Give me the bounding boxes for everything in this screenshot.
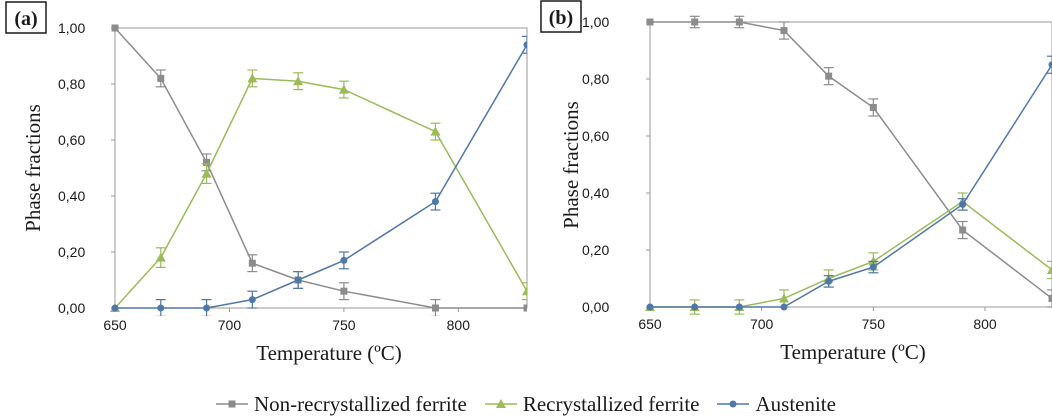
- data-point: [959, 201, 966, 208]
- legend-item-non-recrystallized: Non-recrystallized ferrite: [216, 392, 467, 417]
- series-line: [115, 28, 527, 308]
- legend-label: Recrystallized ferrite: [523, 392, 700, 417]
- y-tick-label: 1,00: [582, 14, 609, 30]
- y-tick-label: 0,80: [582, 71, 609, 87]
- data-point: [825, 73, 832, 80]
- series-non_recrystallized: [647, 16, 1052, 307]
- y-tick-label: 0,00: [58, 300, 85, 316]
- triangle-marker-icon: [485, 397, 517, 411]
- panel-b: 0,00 0,20 0,40 0,60 0,80 1,00 650 700 750 800 Temp…: [541, 1, 1052, 364]
- data-point: [959, 227, 966, 234]
- panel-label: (b): [549, 7, 573, 29]
- data-point: [249, 260, 256, 267]
- data-point: [870, 104, 877, 111]
- data-point: [736, 19, 743, 26]
- circle-marker-icon: [717, 397, 749, 411]
- data-point: [736, 304, 743, 311]
- x-tick-label: 700: [750, 316, 774, 332]
- data-point: [870, 264, 877, 271]
- data-point: [524, 305, 531, 312]
- plot-frame: [650, 22, 1052, 307]
- panel-a: 0,00 0,20 0,40 0,60 0,80 1,00 650 700 750 800 Temp…: [6, 2, 532, 365]
- x-tick-label: 650: [103, 317, 127, 333]
- y-tick-label: 0,40: [582, 185, 609, 201]
- data-point: [157, 305, 164, 312]
- x-tick-label: 700: [218, 317, 242, 333]
- series-recrystallized: [645, 193, 1052, 314]
- data-point: [825, 278, 832, 285]
- data-point: [340, 257, 347, 264]
- y-tick-label: 0,20: [582, 242, 609, 258]
- data-point: [1049, 61, 1052, 68]
- data-point: [781, 304, 788, 311]
- data-point: [432, 305, 439, 312]
- data-point: [691, 304, 698, 311]
- x-tick-label: 650: [638, 316, 662, 332]
- data-point: [203, 305, 210, 312]
- y-tick-label: 0,20: [58, 244, 85, 260]
- data-point: [295, 277, 302, 284]
- data-point: [691, 19, 698, 26]
- data-point: [157, 75, 164, 82]
- x-tick-label: 800: [973, 316, 997, 332]
- data-point: [1049, 295, 1052, 302]
- figure-canvas: 0,00 0,20 0,40 0,60 0,80 1,00 650 700 750 800 Temp…: [0, 0, 1052, 390]
- series-line: [115, 45, 527, 308]
- data-point: [430, 127, 440, 136]
- y-tick-label: 0,60: [58, 132, 85, 148]
- plot-frame: [115, 28, 527, 308]
- panel-label: (a): [14, 8, 37, 30]
- y-tick-label: 0,40: [58, 188, 85, 204]
- data-point: [647, 304, 654, 311]
- data-point: [340, 288, 347, 295]
- square-marker-icon: [216, 397, 248, 411]
- data-point: [432, 198, 439, 205]
- x-axis-title: Temperature (ºC): [256, 341, 402, 365]
- y-tick-label: 1,00: [58, 20, 85, 36]
- x-tick-label: 800: [447, 317, 471, 333]
- series-recrystallized: [110, 70, 532, 312]
- data-point: [249, 296, 256, 303]
- plot-area: [645, 16, 1052, 314]
- y-tick-label: 0,80: [58, 76, 85, 92]
- y-tick-label: 0,00: [582, 299, 609, 315]
- series-austenite: [112, 36, 533, 316]
- legend-label: Austenite: [755, 392, 835, 417]
- legend-item-recrystallized: Recrystallized ferrite: [485, 392, 700, 417]
- data-point: [779, 293, 789, 302]
- data-point: [524, 41, 531, 48]
- series-austenite: [647, 56, 1052, 310]
- data-point: [156, 253, 166, 262]
- plot-area: [110, 25, 532, 317]
- legend: Non-recrystallized ferrite Recrystallize…: [0, 390, 1052, 418]
- series-line: [115, 78, 527, 308]
- y-axis-title: Phase fractions: [559, 101, 583, 229]
- y-tick-label: 0,60: [582, 128, 609, 144]
- y-axis-title: Phase fractions: [21, 104, 45, 232]
- series-non_recrystallized: [112, 25, 531, 317]
- series-line: [650, 202, 1052, 307]
- data-point: [647, 19, 654, 26]
- data-point: [781, 27, 788, 34]
- data-point: [112, 305, 119, 312]
- x-axis-title: Temperature (ºC): [780, 340, 926, 364]
- legend-item-austenite: Austenite: [717, 392, 835, 417]
- x-tick-label: 750: [862, 316, 886, 332]
- legend-label: Non-recrystallized ferrite: [254, 392, 467, 417]
- data-point: [522, 286, 532, 295]
- data-point: [112, 25, 119, 32]
- x-tick-label: 750: [332, 317, 356, 333]
